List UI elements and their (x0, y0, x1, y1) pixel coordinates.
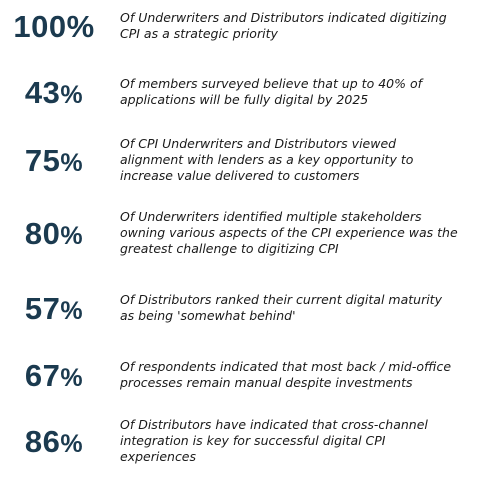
stat-item-digital-applications: 43% Of members surveyed believe that up … (0, 72, 500, 112)
stat-item-manual-processes: 67% Of respondents indicated that most b… (0, 355, 500, 395)
stat-description: Of Underwriters identified multiple stak… (120, 209, 458, 256)
stat-value: 57% (24, 290, 84, 326)
stat-item-lender-alignment: 75% Of CPI Underwriters and Distributors… (0, 134, 500, 186)
stat-description: Of Underwriters and Distributors indicat… (120, 10, 447, 41)
stat-value: 86% (24, 423, 84, 459)
stat-description: Of Distributors have indicated that cros… (120, 417, 428, 464)
stat-description: Of CPI Underwriters and Distributors vie… (120, 136, 414, 183)
stat-description: Of members surveyed believe that up to 4… (120, 76, 423, 107)
stat-value: 43% (24, 74, 84, 110)
stat-item-digital-maturity: 57% Of Distributors ranked their current… (0, 288, 500, 328)
stat-description: Of respondents indicated that most back … (120, 359, 452, 390)
stat-value: 80% (24, 215, 84, 251)
stat-item-cross-channel: 86% Of Distributors have indicated that … (0, 415, 500, 467)
stat-description: Of Distributors ranked their current dig… (120, 292, 442, 323)
stat-value: 100% (13, 8, 95, 44)
stat-item-stakeholders-challenge: 80% Of Underwriters identified multiple … (0, 207, 500, 259)
stat-value: 75% (24, 142, 84, 178)
stat-item-digitizing-priority: 100% Of Underwriters and Distributors in… (0, 6, 500, 46)
stat-value: 67% (24, 357, 84, 393)
